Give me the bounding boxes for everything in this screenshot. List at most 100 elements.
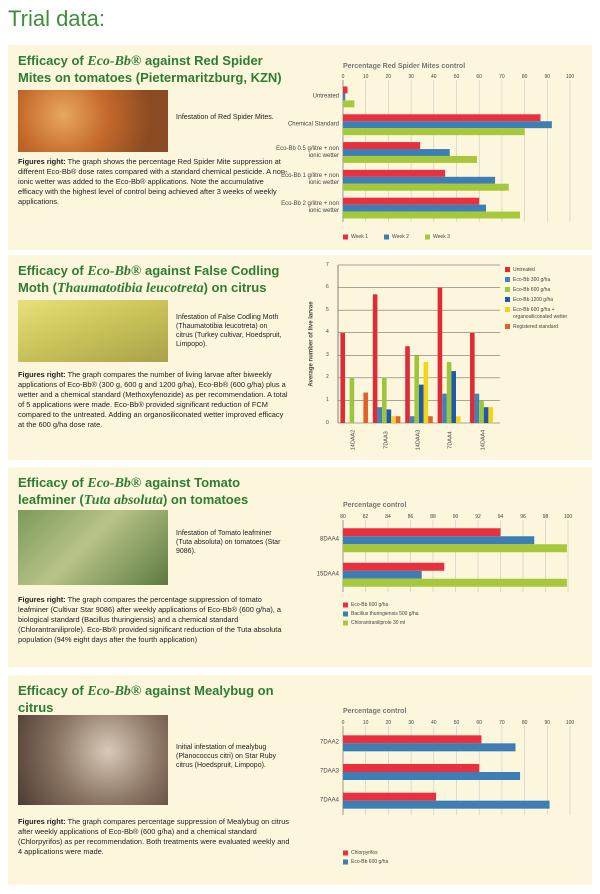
bar xyxy=(343,528,501,537)
bar xyxy=(343,142,421,150)
x-tick-label: 100 xyxy=(563,514,573,520)
category-label: Eco-Bb 1 g/litre + non ionic wetter xyxy=(281,173,339,187)
legend-swatch xyxy=(505,324,510,329)
bar xyxy=(363,392,368,423)
section: Efficacy of Eco-Bb® against Red Spider M… xyxy=(8,45,592,250)
bar xyxy=(343,544,567,553)
x-tick-label: 20 xyxy=(385,74,392,80)
bar xyxy=(343,772,521,780)
x-tick-label: 30 xyxy=(408,720,414,726)
heading-run: Tuta absoluta xyxy=(83,493,163,508)
section: Efficacy of Eco-Bb® against False Codlin… xyxy=(8,255,592,460)
legend-swatch xyxy=(505,297,510,302)
bar xyxy=(419,384,424,423)
chart-canvas xyxy=(337,264,510,424)
x-tick-label: 30 xyxy=(408,74,414,80)
legend-label: Chlorpyrifos xyxy=(351,849,378,856)
photo xyxy=(18,510,168,585)
heading-run: Eco-Bb® xyxy=(87,684,142,699)
x-tick-label: 98 xyxy=(542,514,549,520)
bar xyxy=(343,578,567,587)
bar xyxy=(437,287,443,423)
text: The graph compares the percentage suppre… xyxy=(18,595,282,644)
bar xyxy=(343,800,550,809)
photo-caption: Infestation of Tomato leafminer (Tuta ab… xyxy=(176,530,281,555)
bar xyxy=(343,149,450,156)
x-tick-label: 70 xyxy=(499,720,505,726)
heading-run: Efficacy of xyxy=(18,475,88,490)
description: Figures right: The graph shows the perce… xyxy=(18,157,290,207)
legend-swatch xyxy=(343,234,348,240)
bar xyxy=(343,100,355,108)
bar xyxy=(343,792,437,801)
legend-label: Chlorantraniliprole 30 ml xyxy=(351,619,406,626)
bar xyxy=(455,416,461,423)
lead: Figures right: xyxy=(18,370,66,379)
bar xyxy=(343,176,496,184)
x-tick-label: 40 xyxy=(431,720,437,726)
y-tick-label: 1 xyxy=(326,396,329,403)
x-tick-label: 14DAA2 xyxy=(350,429,357,451)
category-label: 7DAA3 xyxy=(319,768,339,775)
x-tick-label: 60 xyxy=(476,720,482,726)
section: Efficacy of Eco-Bb® against Mealybug on … xyxy=(8,675,592,885)
x-tick-label: 100 xyxy=(565,720,575,726)
bar xyxy=(343,197,480,205)
heading-run: against Tomato leafminer ( xyxy=(18,475,241,507)
photo-caption: Infestation of False Codling Moth (Thaum… xyxy=(176,314,282,348)
legend-swatch xyxy=(505,307,510,312)
x-tick-label: 7DAA4 xyxy=(447,431,454,449)
chart: Percentage control 0 10 20 30 40 50 60 70 80 90 100… xyxy=(290,703,590,878)
chart-title: Percentage Red Spider Mites control xyxy=(343,63,466,70)
heading-run: Eco-Bb® xyxy=(87,476,142,491)
category-label: 7DAA2 xyxy=(319,739,339,746)
legend-label: Registered standard xyxy=(513,324,559,330)
bar xyxy=(428,416,433,423)
bar xyxy=(382,377,387,423)
section-heading: Efficacy of Eco-Bb® against False Codlin… xyxy=(18,263,288,297)
x-tick-label: 94 xyxy=(497,514,504,520)
x-tick-label: 10 xyxy=(362,74,369,80)
bar xyxy=(343,93,346,101)
bar xyxy=(395,416,401,423)
legend-swatch xyxy=(343,620,348,626)
x-tick-label: 10 xyxy=(362,720,369,726)
photo xyxy=(18,715,168,805)
chart-canvas xyxy=(342,726,571,865)
category-label: Untreated xyxy=(312,93,339,100)
legend-label: Eco-Bb 300 g/ha xyxy=(513,277,551,283)
chart-title: Percentage control xyxy=(343,708,407,715)
legend-swatch xyxy=(505,267,510,272)
bar xyxy=(340,332,346,423)
section-heading: Efficacy of Eco-Bb® against Mealybug on … xyxy=(18,683,288,716)
chart-canvas xyxy=(342,520,569,626)
x-tick-label: 88 xyxy=(430,514,436,520)
x-tick-label: 14DAA4 xyxy=(480,429,487,451)
heading-run: Efficacy of xyxy=(18,683,88,698)
chart-title: Percentage control xyxy=(343,502,407,509)
category-label: 8DAA4 xyxy=(319,536,339,543)
legend-swatch xyxy=(343,850,348,856)
bar xyxy=(343,169,446,177)
chart: Percentage control 80 82 84 86 88 90 92 94 96 98 10… xyxy=(290,497,590,647)
legend-label: Eco-Bb 600 g/ha + organosiliconated wett… xyxy=(513,307,568,320)
x-tick-label: 92 xyxy=(475,514,481,520)
legend-swatch xyxy=(505,277,510,282)
legend-label: Week 1 xyxy=(351,233,368,240)
section-heading: Efficacy of Eco-Bb® against Tomato leafm… xyxy=(18,475,288,509)
bar xyxy=(343,735,482,744)
x-tick-label: 96 xyxy=(520,514,526,520)
x-tick-label: 70 xyxy=(499,74,505,80)
heading-run: Eco-Bb® xyxy=(87,264,142,279)
photo xyxy=(18,300,168,362)
legend-swatch xyxy=(343,611,348,617)
legend-swatch xyxy=(425,234,430,240)
bar xyxy=(343,536,535,545)
heading-run: ) on citrus xyxy=(203,280,267,295)
bar xyxy=(470,332,475,423)
y-tick-label: 0 xyxy=(326,419,329,426)
y-tick-label: 4 xyxy=(326,329,329,336)
legend-label: Eco-Bb 600 g/ha xyxy=(351,858,389,865)
x-tick-label: 86 xyxy=(407,514,414,520)
